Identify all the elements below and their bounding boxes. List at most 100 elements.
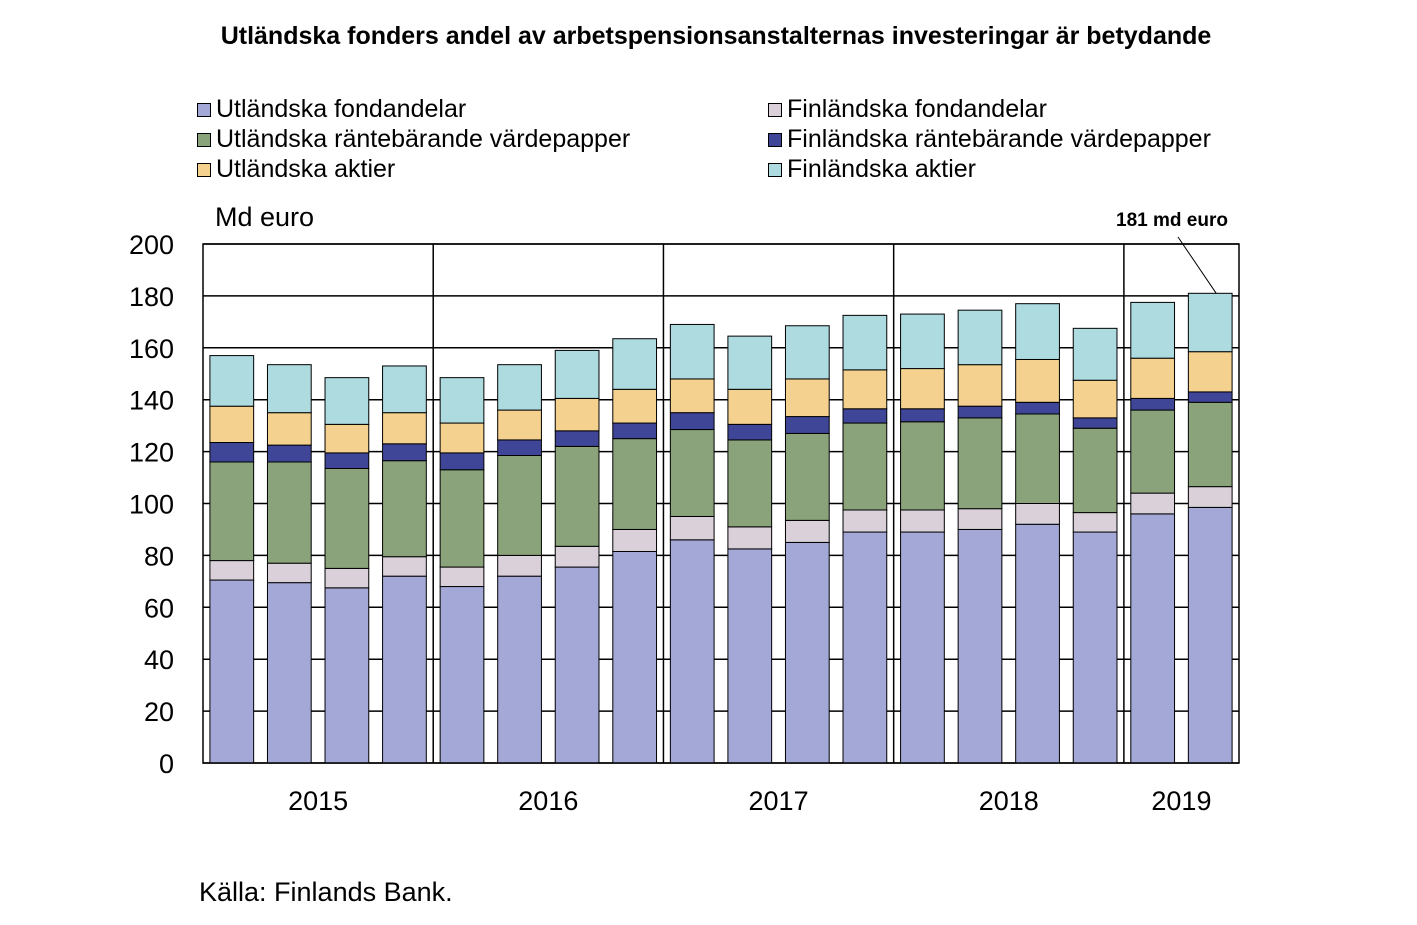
bar-segment [727, 526, 773, 550]
bar-segment [266, 412, 312, 446]
legend-swatch [197, 162, 211, 177]
bar-segment [1015, 523, 1060, 764]
y-tick-label: 100 [129, 490, 174, 520]
bar-segment [1015, 303, 1060, 360]
y-tick-label: 20 [144, 697, 174, 727]
bar-segment [209, 461, 255, 562]
bar-segment [1015, 503, 1060, 525]
bar-segment [1130, 357, 1176, 399]
legend-item: Finländska fondandelar [768, 95, 1047, 124]
bar-segment [439, 566, 485, 588]
bar-segment [1072, 427, 1118, 514]
bar-segment [612, 528, 658, 553]
legend-item: Finländska räntebärande värdepapper [768, 125, 1211, 154]
legend: Utländska fondandelar Utländska räntebära… [0, 0, 1417, 200]
chart-title: Utländska fonders andel av arbetspension… [220, 22, 1212, 50]
bar-segment [1072, 512, 1118, 533]
bar-segment [554, 430, 600, 447]
bar-segment [1015, 413, 1060, 504]
bar-segment [266, 582, 312, 764]
legend-label: Utländska aktier [216, 155, 396, 183]
bar-segment [209, 442, 255, 463]
legend-item: Utländska räntebärande värdepapper [197, 125, 630, 154]
x-year-label: 2016 [518, 786, 578, 816]
bar-segment [209, 355, 255, 407]
bar-segment [382, 556, 427, 577]
bar-segment [1015, 358, 1060, 403]
bar-segment [497, 439, 542, 456]
bar-segment [900, 531, 945, 764]
bar-segment [957, 508, 1003, 530]
bar-segment [382, 460, 427, 558]
bar-segment [497, 575, 542, 764]
bar-segment [1015, 401, 1060, 415]
x-year-label: 2017 [749, 786, 809, 816]
y-tick-label: 0 [159, 749, 174, 779]
bar-segment [1072, 327, 1118, 381]
bar-segment [727, 388, 773, 425]
plot-frame [202, 243, 1240, 764]
annotation-leader [1177, 236, 1217, 294]
bar-segment [439, 377, 485, 424]
bar-segment [957, 309, 1003, 366]
legend-item: Utländska aktier [197, 155, 395, 184]
bar-segment [209, 560, 255, 581]
bar-segment [324, 377, 370, 425]
legend-swatch [197, 102, 211, 117]
bar-segment [439, 586, 485, 764]
bar-segment [1072, 417, 1118, 429]
bar-segment [439, 422, 485, 454]
bar-segment [669, 515, 715, 541]
total-annotation: 181 md euro [1116, 210, 1228, 231]
bar-segment [669, 323, 715, 380]
bar-segment [1187, 391, 1233, 403]
bar-segment [439, 469, 485, 568]
bar-segment [324, 567, 370, 589]
bar-segment [497, 554, 542, 577]
bar-segment [266, 562, 312, 584]
bar-segment [324, 423, 370, 454]
bar-segment [842, 369, 888, 410]
bar-segment [727, 335, 773, 390]
bar-segment [497, 454, 542, 556]
bar-segment [727, 439, 773, 528]
bar-segment [612, 438, 658, 530]
bar-segment [209, 405, 255, 444]
x-year-label: 2019 [1151, 786, 1211, 816]
bar-segment [612, 388, 658, 424]
bar-segment [1130, 513, 1176, 764]
bar-segment [900, 368, 945, 410]
bar-segment [1187, 401, 1233, 488]
bar-segment [1130, 409, 1176, 494]
y-tick-label: 200 [129, 230, 174, 260]
bar-segment [612, 422, 658, 440]
legend-item: Utländska fondandelar [197, 95, 466, 124]
bar-segment [784, 519, 830, 543]
bar-segment [1187, 351, 1233, 393]
x-year-label: 2018 [979, 786, 1039, 816]
bar-segment [957, 405, 1003, 419]
bar-segment [266, 444, 312, 463]
bar-segment [382, 443, 427, 462]
bar-segment [784, 416, 830, 434]
bar-segment [842, 422, 888, 511]
bar-segment [727, 548, 773, 764]
bar-segment [1072, 531, 1118, 764]
bar-segment [784, 541, 830, 764]
x-year-label: 2015 [288, 786, 348, 816]
y-tick-label: 180 [129, 282, 174, 312]
y-axis-unit-label: Md euro [215, 202, 315, 232]
legend-label: Finländska aktier [787, 155, 976, 183]
bar-segment [842, 314, 888, 371]
legend-label: Utländska räntebärande värdepapper [216, 125, 631, 153]
bar-segment [842, 509, 888, 533]
bar-segment [669, 429, 715, 517]
legend-label: Finländska fondandelar [787, 95, 1047, 123]
bar-segment [669, 378, 715, 414]
bar-segment [612, 551, 658, 764]
legend-label: Finländska räntebärande värdepapper [787, 125, 1211, 153]
bar-segment [554, 545, 600, 568]
source-note: Källa: Finlands Bank. [199, 877, 453, 907]
bar-segment [324, 467, 370, 569]
